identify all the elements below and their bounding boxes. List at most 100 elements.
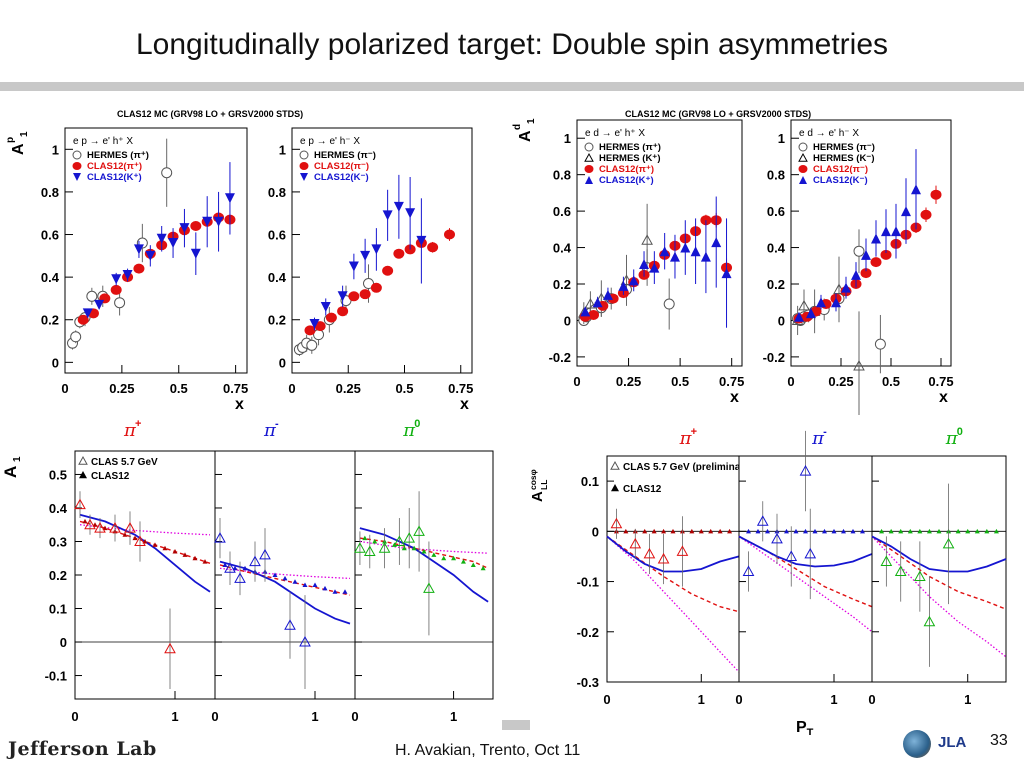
clas57-point bbox=[164, 642, 176, 654]
y-axis-label: A bbox=[517, 130, 534, 142]
pion-charge: 0 bbox=[414, 418, 420, 430]
clas12-point bbox=[362, 535, 368, 541]
clas57-point bbox=[676, 545, 689, 556]
legend-marker bbox=[72, 150, 82, 160]
x-tick-label: 1 bbox=[171, 709, 178, 724]
clas12-point bbox=[993, 528, 999, 534]
x-axis-label-p: P bbox=[796, 719, 807, 735]
data-point bbox=[700, 251, 711, 262]
reaction-label: e d → e' h⁻ X bbox=[799, 128, 859, 139]
clas12-point bbox=[332, 589, 338, 594]
clas12-point bbox=[322, 585, 328, 591]
y-axis-subscript: 1 bbox=[12, 456, 23, 462]
clas12-point bbox=[965, 528, 971, 534]
legend-marker bbox=[300, 173, 308, 181]
legend-marker bbox=[72, 162, 82, 170]
legend-marker bbox=[611, 484, 619, 492]
legend-label: CLAS12 bbox=[623, 484, 662, 495]
legend-marker bbox=[78, 455, 88, 465]
legend-marker bbox=[585, 176, 593, 184]
clas12-point bbox=[192, 555, 198, 561]
y-tick-label: 0 bbox=[279, 355, 286, 370]
clas57-point bbox=[134, 535, 146, 546]
clas12-point bbox=[182, 552, 188, 557]
x-tick-label: 0 bbox=[787, 374, 794, 389]
pion-label: π bbox=[263, 420, 277, 441]
x-tick-label: 0.75 bbox=[928, 374, 953, 389]
data-point bbox=[70, 331, 82, 343]
pion-charge: 0 bbox=[957, 426, 963, 438]
y-tick-label: 0 bbox=[778, 313, 785, 328]
theory-curve-dashed bbox=[79, 520, 211, 564]
clas12-point bbox=[917, 528, 923, 534]
data-point bbox=[156, 233, 167, 244]
y-tick-label: -0.3 bbox=[577, 675, 599, 690]
y-tick-label: -0.2 bbox=[763, 350, 785, 365]
plot-frame bbox=[354, 450, 494, 700]
data-point bbox=[179, 223, 190, 234]
data-point bbox=[711, 237, 722, 248]
data-point bbox=[851, 269, 861, 280]
pion-label: π bbox=[123, 420, 137, 441]
clas12-point bbox=[860, 528, 865, 534]
y-axis-superscript: cosφ bbox=[528, 469, 538, 490]
title-divider bbox=[0, 82, 1024, 91]
y-tick-label: 0 bbox=[592, 524, 599, 539]
y-tick-label: 0.3 bbox=[49, 534, 67, 549]
data-point bbox=[659, 246, 670, 257]
clas12-point bbox=[372, 538, 378, 544]
x-tick-label: 0.75 bbox=[223, 381, 248, 396]
y-tick-label: -0.2 bbox=[577, 625, 599, 640]
data-point bbox=[382, 265, 394, 276]
legend-label: HERMES (π⁻) bbox=[813, 142, 875, 153]
data-point bbox=[145, 250, 156, 261]
clas57-point bbox=[914, 570, 926, 582]
panel-1: 0 1 π + CLAS 5.7 GeV (preliminary) CLAS12 bbox=[603, 426, 753, 707]
clas57-point bbox=[785, 550, 798, 561]
data-point bbox=[880, 249, 892, 260]
theory-curve-dotted bbox=[359, 540, 489, 554]
y-tick-label: 0.6 bbox=[767, 204, 785, 219]
x-tick-label: 0 bbox=[288, 381, 295, 396]
y-tick-label: 0.6 bbox=[268, 228, 286, 243]
y-tick-label: 0.2 bbox=[553, 277, 571, 292]
y-tick-label: 0.5 bbox=[49, 467, 67, 482]
y-tick-label: 1 bbox=[564, 131, 571, 146]
data-point bbox=[860, 268, 872, 279]
data-point bbox=[891, 226, 901, 237]
data-point bbox=[881, 226, 891, 237]
clas12-point bbox=[888, 528, 894, 534]
clas57-point bbox=[363, 545, 376, 557]
clas57-point bbox=[214, 532, 226, 543]
x-tick-label: 0.5 bbox=[882, 374, 900, 389]
x-tick-label: 0.75 bbox=[719, 374, 744, 389]
theory-curve-dotted bbox=[738, 535, 873, 633]
clas57-point bbox=[249, 555, 261, 567]
data-point bbox=[798, 299, 810, 311]
clas12-point bbox=[431, 552, 437, 557]
clas57-point bbox=[880, 555, 893, 566]
clas12-point bbox=[661, 528, 667, 534]
clas12-point bbox=[784, 528, 789, 534]
theory-curve-dotted bbox=[871, 535, 1007, 658]
legend-label: HERMES (π⁺) bbox=[87, 150, 149, 161]
clas57-point bbox=[923, 615, 936, 627]
data-point bbox=[641, 234, 653, 245]
pion-label: π bbox=[402, 420, 416, 441]
clas57-point bbox=[742, 565, 755, 577]
x-tick-label: 1 bbox=[698, 692, 705, 707]
legend-label: CLAS12 bbox=[91, 471, 130, 482]
x-tick-label: 1 bbox=[450, 709, 457, 724]
data-point bbox=[224, 193, 235, 204]
clas12-point bbox=[401, 545, 407, 551]
data-point bbox=[690, 246, 701, 257]
x-tick-label: 0.25 bbox=[616, 374, 641, 389]
clas57-point bbox=[804, 547, 817, 559]
data-point bbox=[382, 210, 393, 221]
plot-frame bbox=[214, 450, 356, 700]
y-tick-label: 1 bbox=[279, 142, 286, 157]
clas12-point bbox=[898, 528, 904, 534]
y-axis-label: A bbox=[529, 491, 546, 502]
data-point bbox=[592, 297, 603, 308]
